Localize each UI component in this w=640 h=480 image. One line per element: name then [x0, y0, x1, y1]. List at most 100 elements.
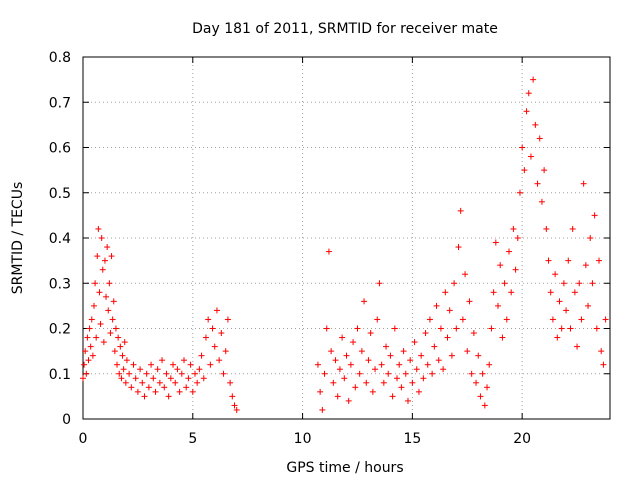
data-point: [118, 375, 125, 382]
data-point: [444, 334, 451, 341]
data-point: [571, 289, 578, 296]
plot-frame: [82, 56, 611, 420]
data-point: [86, 325, 93, 332]
data-point: [389, 393, 396, 400]
data-point: [426, 316, 433, 323]
data-point: [123, 357, 130, 364]
y-tick-label: 0.2: [49, 322, 71, 338]
data-point: [116, 370, 123, 377]
data-point: [558, 325, 565, 332]
data-point: [150, 375, 157, 382]
data-point: [505, 248, 512, 255]
x-tick-label: 0: [79, 431, 88, 447]
data-point: [387, 352, 394, 359]
data-point: [95, 225, 102, 232]
data-point: [105, 307, 112, 314]
data-point: [512, 266, 519, 273]
data-point: [187, 361, 194, 368]
data-point: [420, 375, 427, 382]
data-point: [145, 384, 152, 391]
data-point: [576, 280, 583, 287]
data-point: [96, 289, 103, 296]
data-point: [402, 370, 409, 377]
data-point: [345, 397, 352, 404]
data-point: [585, 302, 592, 309]
data-point: [137, 366, 144, 373]
data-point: [363, 379, 370, 386]
data-point: [530, 76, 537, 83]
data-point: [409, 379, 416, 386]
data-point: [143, 370, 150, 377]
data-point: [207, 361, 214, 368]
data-point: [451, 280, 458, 287]
data-point: [88, 316, 95, 323]
data-point: [510, 225, 517, 232]
y-tick-label: 0.6: [49, 141, 71, 157]
data-point: [156, 379, 163, 386]
data-point: [415, 388, 422, 395]
data-point: [163, 370, 170, 377]
data-point: [488, 325, 495, 332]
data-point: [400, 348, 407, 355]
data-point: [83, 370, 90, 377]
data-point: [567, 325, 574, 332]
data-point: [429, 370, 436, 377]
data-point: [114, 361, 121, 368]
data-point: [361, 298, 368, 305]
y-tick-label: 0.7: [49, 95, 71, 111]
data-point: [589, 280, 596, 287]
data-point: [141, 393, 148, 400]
data-point: [490, 289, 497, 296]
data-point: [347, 361, 354, 368]
data-point: [367, 330, 374, 337]
data-point: [183, 384, 190, 391]
data-point: [527, 153, 534, 160]
data-point: [495, 302, 502, 309]
data-point: [574, 343, 581, 350]
data-point: [325, 248, 332, 255]
data-point: [477, 393, 484, 400]
data-point: [189, 388, 196, 395]
data-point: [89, 352, 96, 359]
data-point: [479, 370, 486, 377]
data-point: [82, 348, 89, 355]
data-point: [587, 235, 594, 241]
data-point: [130, 361, 137, 368]
data-point: [154, 366, 161, 373]
data-point: [591, 212, 598, 219]
data-point: [343, 352, 350, 359]
x-tick-label: 20: [513, 431, 531, 447]
data-point: [224, 316, 231, 323]
data-point: [121, 339, 128, 346]
y-axis-label: SRMTID / TECUs: [10, 182, 26, 295]
data-point: [396, 361, 403, 368]
data-point: [328, 348, 335, 355]
data-point: [602, 316, 609, 323]
data-point: [543, 225, 550, 232]
data-point: [369, 388, 376, 395]
y-tick-label: 0.5: [49, 186, 71, 202]
data-point: [90, 302, 97, 309]
data-point: [231, 402, 238, 409]
data-point: [431, 343, 438, 350]
data-point: [492, 239, 499, 246]
data-point: [209, 325, 216, 332]
data-point: [152, 388, 159, 395]
data-point: [205, 316, 212, 323]
data-point: [448, 352, 455, 359]
data-point: [119, 352, 126, 359]
data-point: [380, 379, 387, 386]
data-point: [139, 379, 146, 386]
data-point: [356, 370, 363, 377]
data-point: [106, 280, 113, 287]
data-point: [111, 348, 118, 355]
data-point: [565, 257, 572, 264]
data-point: [341, 375, 348, 382]
data-point: [93, 334, 100, 341]
y-tick-label: 0.4: [49, 231, 71, 247]
data-point: [468, 370, 475, 377]
data-point: [352, 384, 359, 391]
data-point: [211, 343, 218, 350]
tick-layer: 0 5 10 15 20 0 0.1 0.2 0.3 0.4 0.5 0.6 0.7 0.8: [49, 50, 610, 447]
data-point: [229, 393, 236, 400]
